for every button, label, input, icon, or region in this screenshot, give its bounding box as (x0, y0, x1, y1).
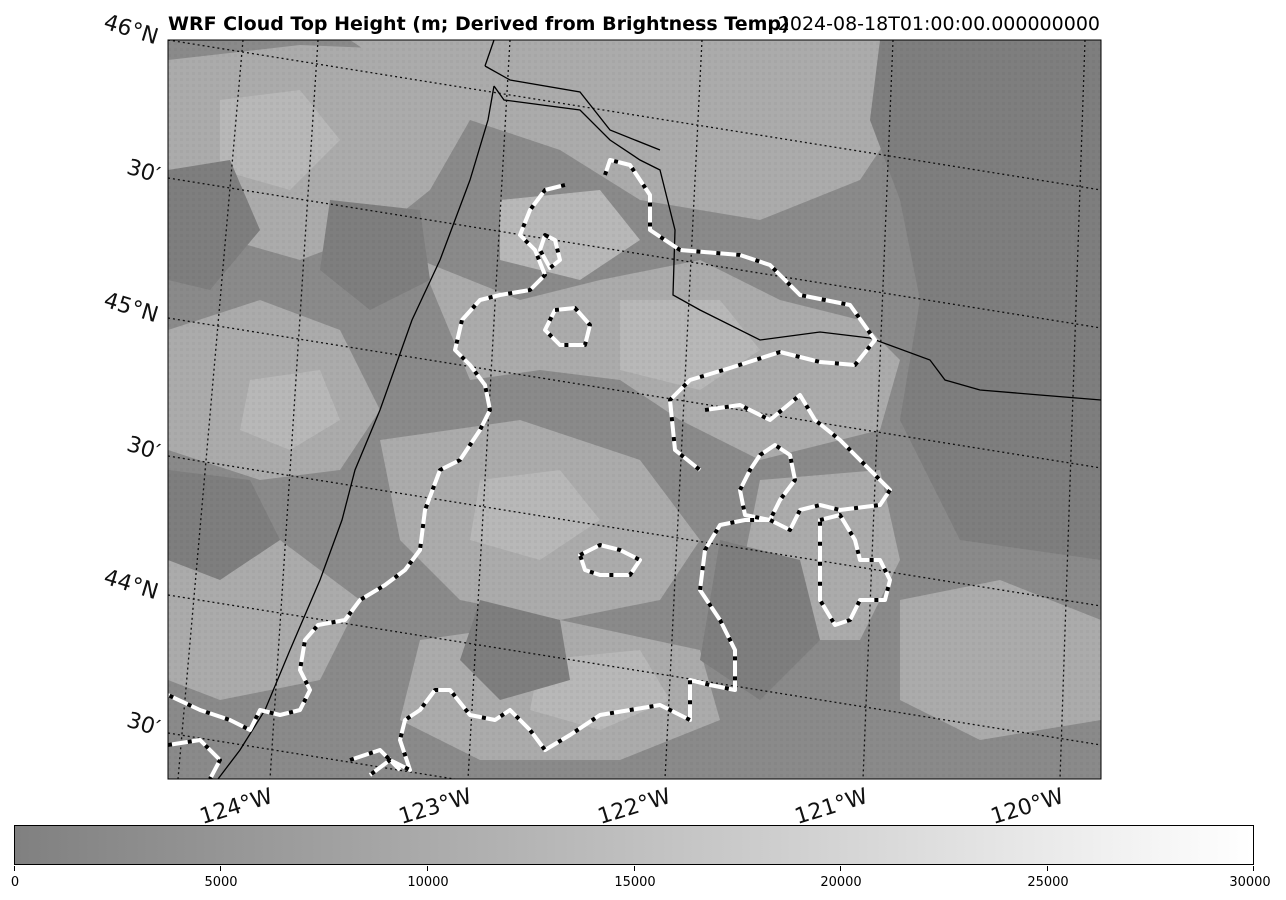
colorbar-tick (1047, 866, 1048, 871)
colorbar-label-20000: 20000 (820, 875, 861, 890)
map-area (168, 40, 1101, 883)
colorbar-tick (634, 866, 635, 871)
colorbar-tick (14, 866, 15, 871)
colorbar-tick (427, 866, 428, 871)
colorbar-label-15000: 15000 (614, 875, 655, 890)
colorbar-tick (1253, 866, 1254, 871)
colorbar-tick (220, 866, 221, 871)
colorbar-label-25000: 25000 (1027, 875, 1068, 890)
colorbar (14, 825, 1254, 865)
colorbar-label-0: 0 (11, 875, 19, 890)
colorbar-label-10000: 10000 (407, 875, 448, 890)
colorbar-tick (840, 866, 841, 871)
colorbar-label-5000: 5000 (204, 875, 237, 890)
colorbar-label-30000: 30000 (1229, 875, 1270, 890)
